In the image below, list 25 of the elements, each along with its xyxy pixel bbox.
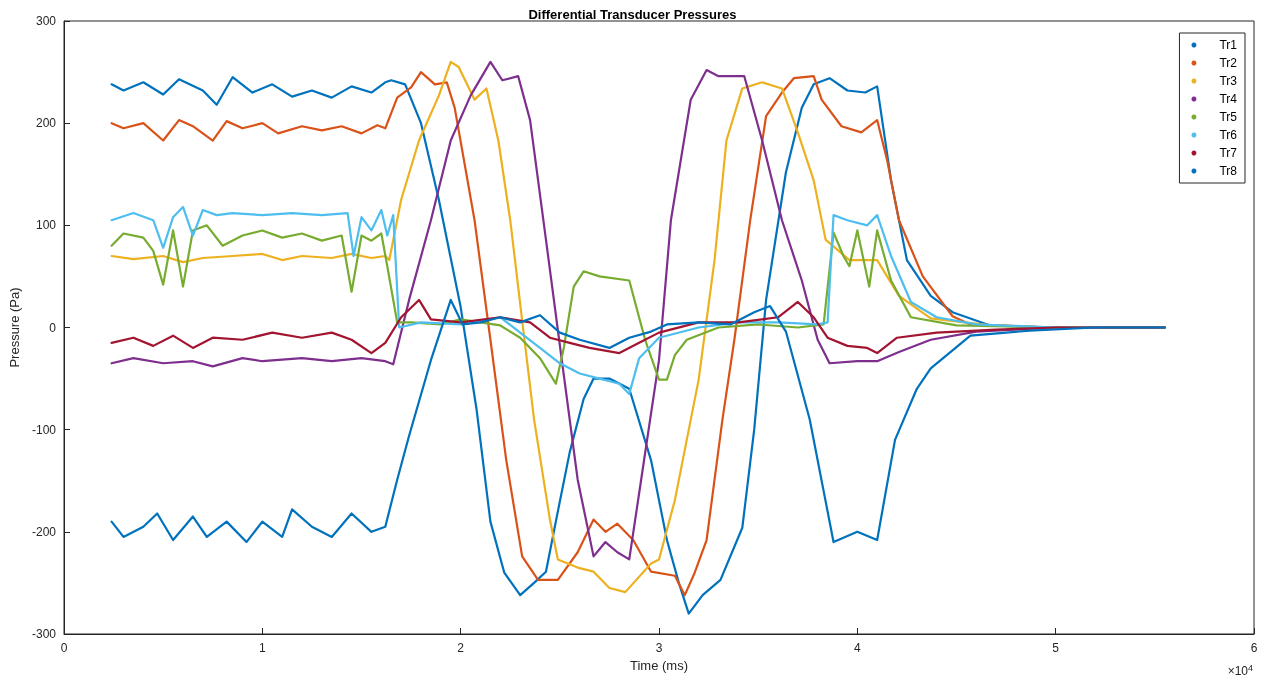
text: Tr5 xyxy=(1219,110,1238,124)
y-axis-title: Pressure (Pa) xyxy=(7,287,23,368)
y-tick-label: -300 xyxy=(31,627,57,641)
x-tick-label: 3 xyxy=(655,641,663,655)
x-tick-label: 4 xyxy=(853,641,861,655)
y-tick-label: 300 xyxy=(35,14,57,28)
text: Tr6 xyxy=(1219,128,1238,142)
text: Tr8 xyxy=(1219,164,1238,178)
text: Tr3 xyxy=(1219,74,1238,88)
x-tick-label: 5 xyxy=(1052,641,1060,655)
y-tick-label: 100 xyxy=(35,218,57,233)
text: Tr2 xyxy=(1219,56,1238,70)
y-tick-label: 200 xyxy=(35,116,57,131)
y-tick-label: 0 xyxy=(49,320,57,335)
x-tick-label: 2 xyxy=(457,641,465,655)
chart-title: Differential Transducer Pressures xyxy=(528,7,737,22)
text: Tr7 xyxy=(1219,146,1238,160)
x-tick-label: 1 xyxy=(258,641,266,655)
y-tick-label: -100 xyxy=(31,422,57,437)
text: Tr1 xyxy=(1219,38,1238,52)
text: Tr4 xyxy=(1219,92,1238,106)
x-axis-title: Time (ms) xyxy=(629,657,689,673)
x-tick-label: 6 xyxy=(1250,641,1258,655)
y-tick-label: -200 xyxy=(31,524,57,539)
x-tick-label: 0 xyxy=(60,641,68,655)
